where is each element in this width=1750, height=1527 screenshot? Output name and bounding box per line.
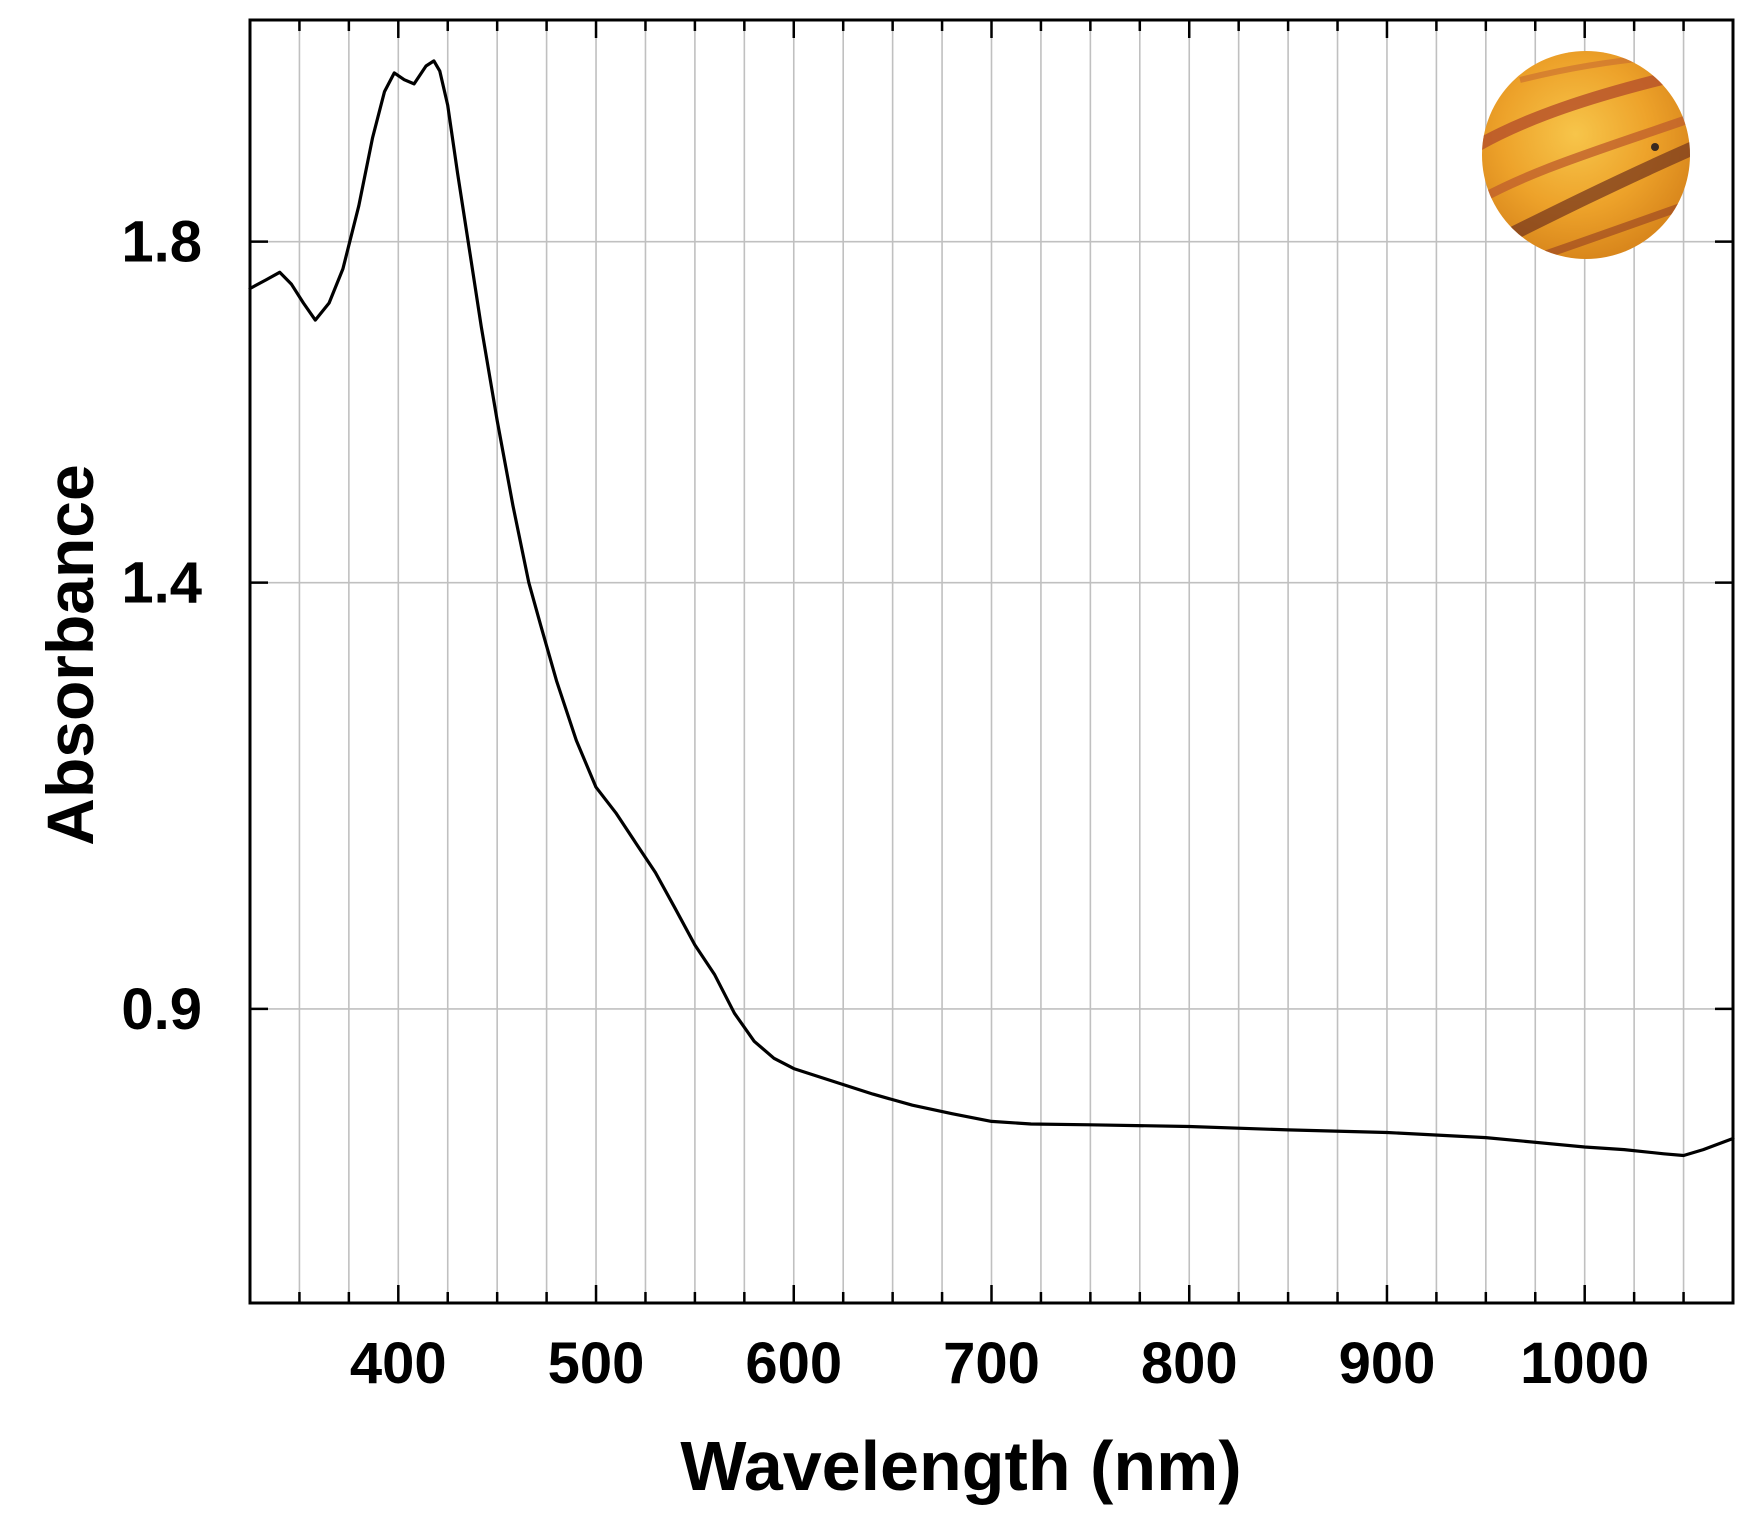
- sample-disc-image: [1482, 51, 1690, 259]
- y-axis-title: Absorbance: [33, 464, 107, 845]
- x-tick-label: 400: [350, 1331, 447, 1396]
- y-tick-label: 1.8: [121, 210, 202, 275]
- x-tick-label: 600: [745, 1331, 842, 1396]
- x-axis-title: Wavelength (nm): [680, 1427, 1241, 1505]
- series-line: [248, 59, 1735, 1158]
- y-tick-label: 0.9: [121, 977, 202, 1042]
- y-tick-labels: 0.9 1.4 1.8: [121, 210, 202, 1042]
- x-tick-label: 1000: [1520, 1331, 1649, 1396]
- x-tick-label: 500: [548, 1331, 645, 1396]
- x-tick-label: 800: [1141, 1331, 1238, 1396]
- grid: [250, 20, 1733, 1303]
- x-tick-label: 700: [943, 1331, 1040, 1396]
- series-layer: [248, 59, 1735, 1158]
- tick-marks: [250, 20, 1733, 1303]
- x-tick-label: 900: [1339, 1331, 1436, 1396]
- y-tick-label: 1.4: [121, 551, 202, 616]
- x-tick-labels: 400 500 600 700 800 900 1000: [350, 1331, 1649, 1396]
